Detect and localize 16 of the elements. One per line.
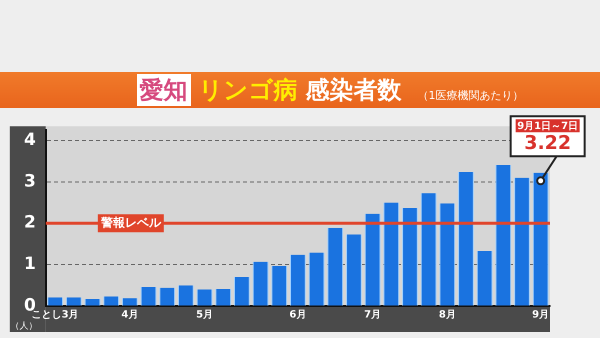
chart-subtitle: （1医療機関あたり） <box>418 88 524 102</box>
chart-title: 愛知 リンゴ病 感染者数 <box>138 75 402 106</box>
y-tick-label: 3 <box>24 171 36 192</box>
y-tick-label: 2 <box>24 212 36 233</box>
x-tick-label: 9月 <box>532 310 550 321</box>
y-tick-label: 1 <box>24 254 36 274</box>
y-axis-title: （人） <box>10 320 38 332</box>
annotation: 9月1日～7日 <box>517 120 578 132</box>
x-tick-label: 7月 <box>364 310 382 321</box>
x-tick-label: 8月 <box>438 310 456 321</box>
data-label: 3.22 <box>524 132 572 154</box>
x-tick-label: 6月 <box>289 310 306 321</box>
ref-line-label: 警報レベル <box>100 215 162 230</box>
y-tick-label: 4 <box>24 130 36 150</box>
x-tick-label: 5月 <box>196 310 214 321</box>
x-tick-label: 4月 <box>121 310 138 321</box>
